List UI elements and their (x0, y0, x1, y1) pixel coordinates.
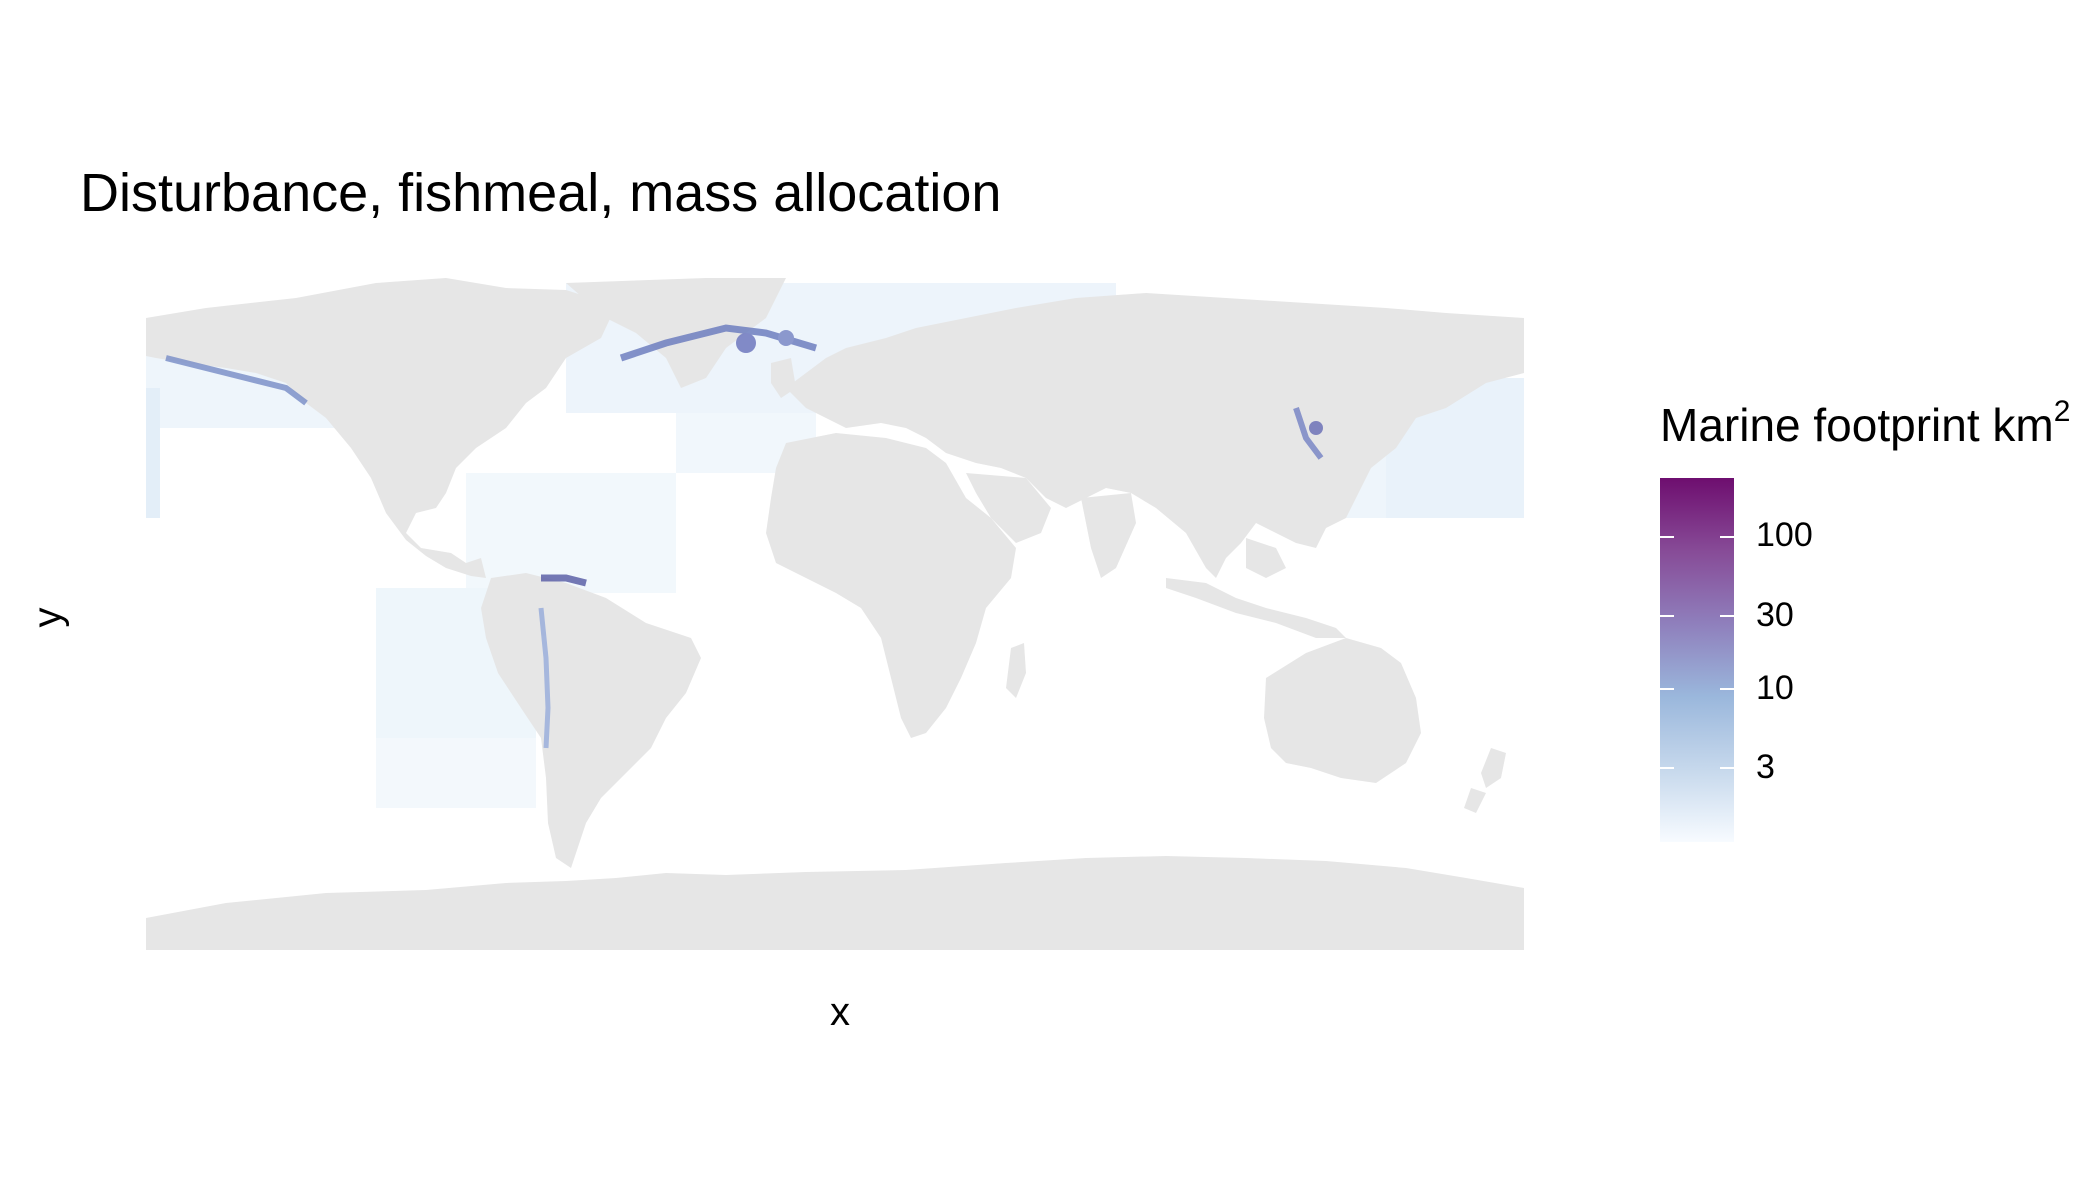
legend-tick-label: 30 (1756, 596, 1794, 634)
y-axis-label: y (25, 607, 70, 628)
map-svg (146, 278, 1524, 950)
chart-title: Disturbance, fishmeal, mass allocation (80, 163, 1002, 223)
legend-colorbar (1660, 478, 1734, 842)
footprint-hotspots (165, 324, 1324, 749)
legend-tick-left (1660, 615, 1674, 617)
legend-tick-label: 10 (1756, 669, 1794, 707)
legend-tick-left (1660, 536, 1674, 538)
legend-title-superscript: 2 (2053, 395, 2071, 428)
legend-tick-left (1660, 767, 1674, 769)
legend-tick-right (1720, 536, 1734, 538)
legend-tick-right (1720, 688, 1734, 690)
x-axis-label: x (830, 990, 850, 1034)
world-map (146, 278, 1524, 950)
legend-tick-left (1660, 688, 1674, 690)
legend-tick-right (1720, 767, 1734, 769)
legend-tick-right (1720, 615, 1734, 617)
land (146, 278, 1524, 950)
legend-title: Marine footprint km2 (1660, 395, 2071, 452)
legend-tick-label: 100 (1756, 516, 1813, 554)
legend-tick-label: 3 (1756, 748, 1775, 786)
legend-title-text: Marine footprint km (1660, 399, 2054, 451)
